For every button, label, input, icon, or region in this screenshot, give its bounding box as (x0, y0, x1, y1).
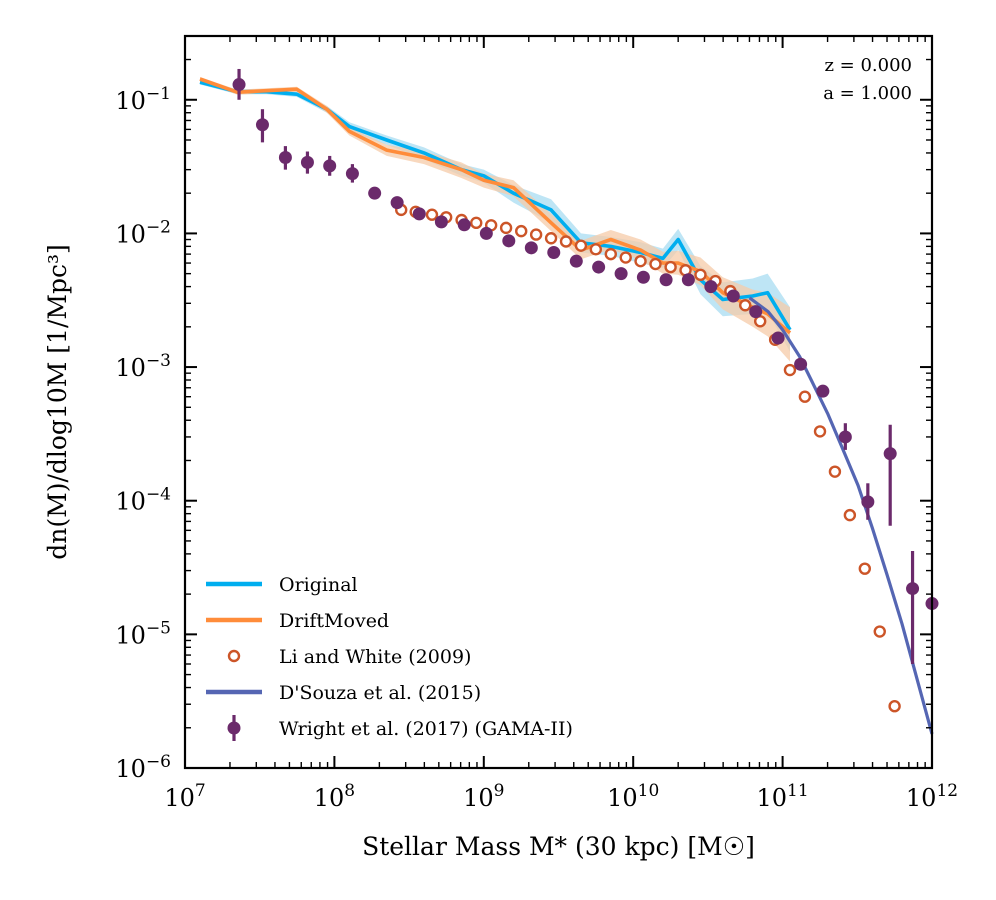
legend-label-driftmoved: DriftMoved (279, 610, 389, 632)
legend: Original DriftMoved Li and White (2009) D'S… (206, 574, 573, 741)
wright-et-al-2017-gama-ii-point (794, 357, 808, 371)
wright-et-al-2017-gama-ii-point (614, 267, 628, 281)
wright-et-al-2017-gama-ii-point (816, 384, 830, 398)
wright-et-al-2017-gama-ii-point (681, 273, 695, 287)
li-and-white-2009-point (888, 700, 901, 713)
d-souza-et-al-2015-line (748, 296, 934, 735)
li-and-white-2009-point (589, 243, 603, 256)
series-markers (232, 68, 939, 713)
li-and-white-2009-point (798, 390, 812, 403)
error-bands (200, 77, 790, 362)
annotations: z = 0.000 a = 1.000 (823, 55, 912, 104)
wright-et-al-2017-gama-ii-point (547, 245, 561, 259)
wright-et-al-2017-gama-ii-point (636, 270, 650, 284)
legend-label-d-souza-et-al-2015: D'Souza et al. (2015) (279, 682, 481, 704)
y-tick-label: 10−3 (115, 351, 171, 382)
li-and-white-2009-point (559, 235, 573, 248)
li-and-white-2009-point (470, 216, 483, 230)
wright-et-al-2017-gama-ii-point (255, 118, 269, 132)
li-and-white-2009-point (649, 257, 662, 271)
wright-et-al-2017-gama-ii-point (232, 78, 246, 92)
li-and-white-2009-point (783, 363, 797, 377)
wright-et-al-2017-gama-ii-point (345, 167, 359, 181)
axis-tick-labels: 107 108 109 1010 1011 1012 10−6 10−5 10−4 10−3 10−… (115, 84, 958, 812)
driftmoved-band (200, 77, 790, 362)
original-band (200, 80, 790, 352)
wright-et-al-2017-gama-ii-point (861, 495, 875, 509)
li-and-white-2009-point (619, 251, 632, 264)
x-tick-label: 1012 (906, 781, 958, 812)
series-lines (199, 77, 934, 735)
wright-et-al-2017-gama-ii-point (569, 254, 583, 268)
li-and-white-2009-point (739, 299, 752, 312)
legend-label-wright-et-al-2017-gama-ii: Wright et al. (2017) (GAMA-II) (279, 718, 573, 740)
x-tick-label: 107 (164, 781, 205, 812)
x-tick-label: 109 (463, 781, 504, 812)
wright-et-al-2017-gama-ii-point (659, 273, 673, 287)
legend-label-original: Original (279, 574, 358, 596)
li-and-white-2009-point (529, 228, 543, 241)
li-and-white-2009-point (425, 208, 439, 221)
li-and-white-2009-point (873, 625, 886, 638)
legend-swatch-wright-et-al-2017-gama-ii (227, 721, 241, 735)
li-and-white-2009-point (574, 239, 588, 252)
wright-et-al-2017-gama-ii-point (457, 218, 471, 232)
y-tick-label: 10−5 (115, 618, 171, 649)
x-tick-label: 108 (314, 781, 355, 812)
wright-et-al-2017-gama-ii-point (592, 260, 606, 274)
wright-et-al-2017-gama-ii-point (906, 582, 920, 596)
wright-et-al-2017-gama-ii-point (771, 331, 785, 345)
wright-et-al-2017-gama-ii-point (502, 234, 516, 248)
y-tick-label: 10−1 (115, 84, 171, 115)
li-and-white-2009-point (828, 465, 842, 478)
wright-et-al-2017-gama-ii-point (883, 447, 897, 461)
wright-et-al-2017-gama-ii-point (434, 215, 448, 229)
y-tick-label: 10−6 (115, 752, 171, 783)
wright-et-al-2017-gama-ii-point (368, 186, 382, 200)
li-and-white-2009-point (694, 268, 707, 282)
wright-et-al-2017-gama-ii-point (704, 280, 718, 294)
wright-et-al-2017-gama-ii-point (412, 207, 426, 221)
li-and-white-2009-point (843, 508, 857, 522)
wright-et-al-2017-gama-ii-point (479, 226, 493, 240)
y-tick-label: 10−2 (115, 217, 171, 248)
wright-et-al-2017-gama-ii-point (749, 305, 763, 319)
x-tick-label: 1011 (757, 781, 809, 812)
li-and-white-2009-point (499, 221, 513, 235)
wright-et-al-2017-gama-ii-point (726, 289, 740, 303)
plot-frame (183, 34, 934, 770)
legend-label-li-and-white-2009: Li and White (2009) (279, 646, 471, 668)
wright-et-al-2017-gama-ii-point (278, 150, 292, 164)
y-axis-label: dn(M)/dlog10M [1/Mpc³] (43, 244, 72, 560)
li-and-white-2009-point (664, 260, 677, 274)
li-and-white-2009-point (858, 562, 872, 575)
wright-et-al-2017-gama-ii-point (323, 159, 337, 173)
li-and-white-2009-point (604, 247, 617, 261)
wright-et-al-2017-gama-ii-point (300, 155, 314, 169)
legend-swatch-li-and-white-2009 (227, 649, 241, 663)
redshift-annotation: z = 0.000 (824, 55, 912, 76)
wright-et-al-2017-gama-ii-point (838, 430, 852, 444)
x-tick-label: 1010 (607, 781, 659, 812)
wright-et-al-2017-gama-ii-point (524, 241, 538, 255)
x-axis-label: Stellar Mass M* (30 kpc) [M☉] (362, 832, 755, 861)
axis-ticks (184, 36, 933, 769)
y-tick-label: 10−4 (115, 485, 171, 516)
li-and-white-2009-point (813, 425, 827, 438)
wright-et-al-2017-gama-ii-point (390, 196, 404, 210)
li-and-white-2009-point (634, 254, 647, 268)
redshift-annotation: a = 1.000 (823, 83, 912, 104)
li-and-white-2009-point (544, 232, 558, 245)
li-and-white-2009-point (515, 224, 528, 238)
